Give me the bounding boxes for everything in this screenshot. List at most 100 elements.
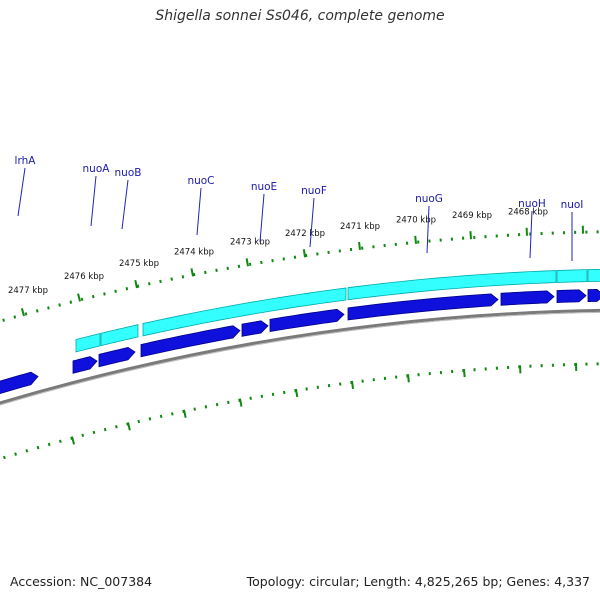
tick-inner-minor (227, 400, 230, 405)
gene-label-nuoF: nuoF (301, 185, 327, 197)
tick-minor (58, 303, 61, 307)
tick-inner-minor (159, 414, 163, 419)
tick-inner-minor (59, 439, 62, 444)
kbp-label: 2471 kbp (340, 222, 380, 232)
gene-label-nuoE: nuoE (251, 181, 277, 193)
cds-arrow (587, 289, 600, 303)
tick-inner-minor (215, 402, 219, 407)
kbp-label: 2476 kbp (64, 272, 104, 282)
cds-arrow (0, 371, 39, 394)
tick-minor (24, 312, 28, 316)
operon-segment (347, 270, 557, 301)
tick-inner-minor (260, 394, 264, 398)
tick-inner-major (239, 398, 243, 407)
tick-major (414, 235, 417, 244)
tick-minor (80, 297, 84, 302)
tick-minor (13, 315, 17, 319)
backbone-circle (0, 308, 600, 405)
backbone-shadow (0, 311, 600, 406)
tick-inner-minor (36, 445, 40, 450)
tick-major (190, 268, 194, 277)
tick-inner-minor (148, 417, 152, 421)
tick-major (134, 279, 138, 289)
gene-leader-line (309, 197, 315, 248)
tick-major (77, 293, 81, 302)
cds-arrow (140, 325, 241, 358)
gene-leader-line (17, 167, 26, 217)
tick-minor (47, 306, 50, 310)
cds-arrow (347, 293, 499, 321)
tick-inner-major (295, 388, 299, 398)
cds-arrow (241, 320, 269, 337)
tick-minor (226, 266, 229, 270)
kbp-label: 2469 kbp (452, 211, 492, 221)
tick-minor (159, 279, 162, 284)
tick-inner-minor (137, 419, 141, 424)
tick-minor (237, 264, 241, 268)
cds-arrow (98, 347, 136, 368)
gene-leader-line (196, 187, 202, 236)
tick-inner-minor (25, 449, 29, 453)
tick-minor (125, 287, 129, 291)
kbp-label: 2477 kbp (8, 286, 48, 296)
cds-arrow (269, 308, 345, 332)
tick-minor (170, 277, 173, 281)
operon-segment (587, 268, 600, 282)
gene-leader-line (529, 210, 533, 259)
tick-inner-minor (103, 427, 107, 432)
operon-segment (142, 287, 347, 337)
tick-minor (147, 282, 151, 286)
kbp-label: 2475 kbp (119, 259, 159, 269)
tick-inner-major (407, 374, 410, 383)
tick-minor (114, 289, 117, 293)
tick-inner-minor (271, 392, 275, 397)
gene-label-nuoI: nuoI (561, 199, 584, 211)
gene-label-nuoB: nuoB (115, 167, 142, 179)
gene-leader-line (426, 205, 430, 254)
accession-label: Accession: NC_007384 (10, 574, 153, 589)
tick-inner-minor (115, 425, 118, 429)
kbp-label: 2472 kbp (285, 229, 325, 239)
tick-inner-minor (3, 455, 6, 460)
cds-arrow (500, 290, 555, 306)
tick-inner-major (71, 436, 76, 445)
tick-major (20, 308, 25, 317)
tick-inner-major (463, 368, 466, 378)
tick-inner-major (183, 409, 187, 418)
tick-minor (215, 268, 218, 272)
operon-segment (556, 269, 588, 283)
gene-leader-line (259, 193, 265, 243)
tick-inner-major (351, 380, 355, 390)
tick-minor (181, 275, 185, 279)
tick-inner-minor (14, 452, 18, 456)
tick-inner-minor (47, 442, 51, 447)
tick-minor (103, 292, 106, 296)
tick-minor (69, 300, 73, 304)
tick-inner-minor (171, 412, 174, 416)
cds-arrow (556, 289, 587, 303)
kbp-label: 2474 kbp (174, 248, 214, 258)
tick-inner-minor (81, 433, 85, 438)
kbp-label: 2470 kbp (396, 216, 436, 226)
gene-leader-line (121, 179, 129, 230)
tick-major (302, 249, 306, 258)
gene-leader-line (90, 175, 97, 227)
gene-label-nuoC: nuoC (187, 175, 214, 187)
tick-inner-major (127, 422, 131, 431)
tick-minor (2, 318, 5, 322)
kbp-label: 2468 kbp (508, 208, 548, 218)
cds-arrow (72, 356, 98, 374)
tick-inner-minor (92, 430, 96, 435)
tick-inner-minor (249, 396, 252, 400)
tick-major (469, 231, 472, 240)
tick-minor (192, 272, 196, 277)
tick-minor (248, 262, 252, 267)
tick-inner-minor (204, 405, 208, 409)
tick-major (245, 258, 249, 267)
gene-label-nuoH: nuoH (518, 198, 546, 210)
tick-minor (204, 270, 207, 275)
operon-segment (100, 324, 139, 347)
map-title: Shigella sonnei Ss046, complete genome (155, 8, 445, 24)
genome-summary: Topology: circular; Length: 4,825,265 bp… (246, 574, 590, 589)
